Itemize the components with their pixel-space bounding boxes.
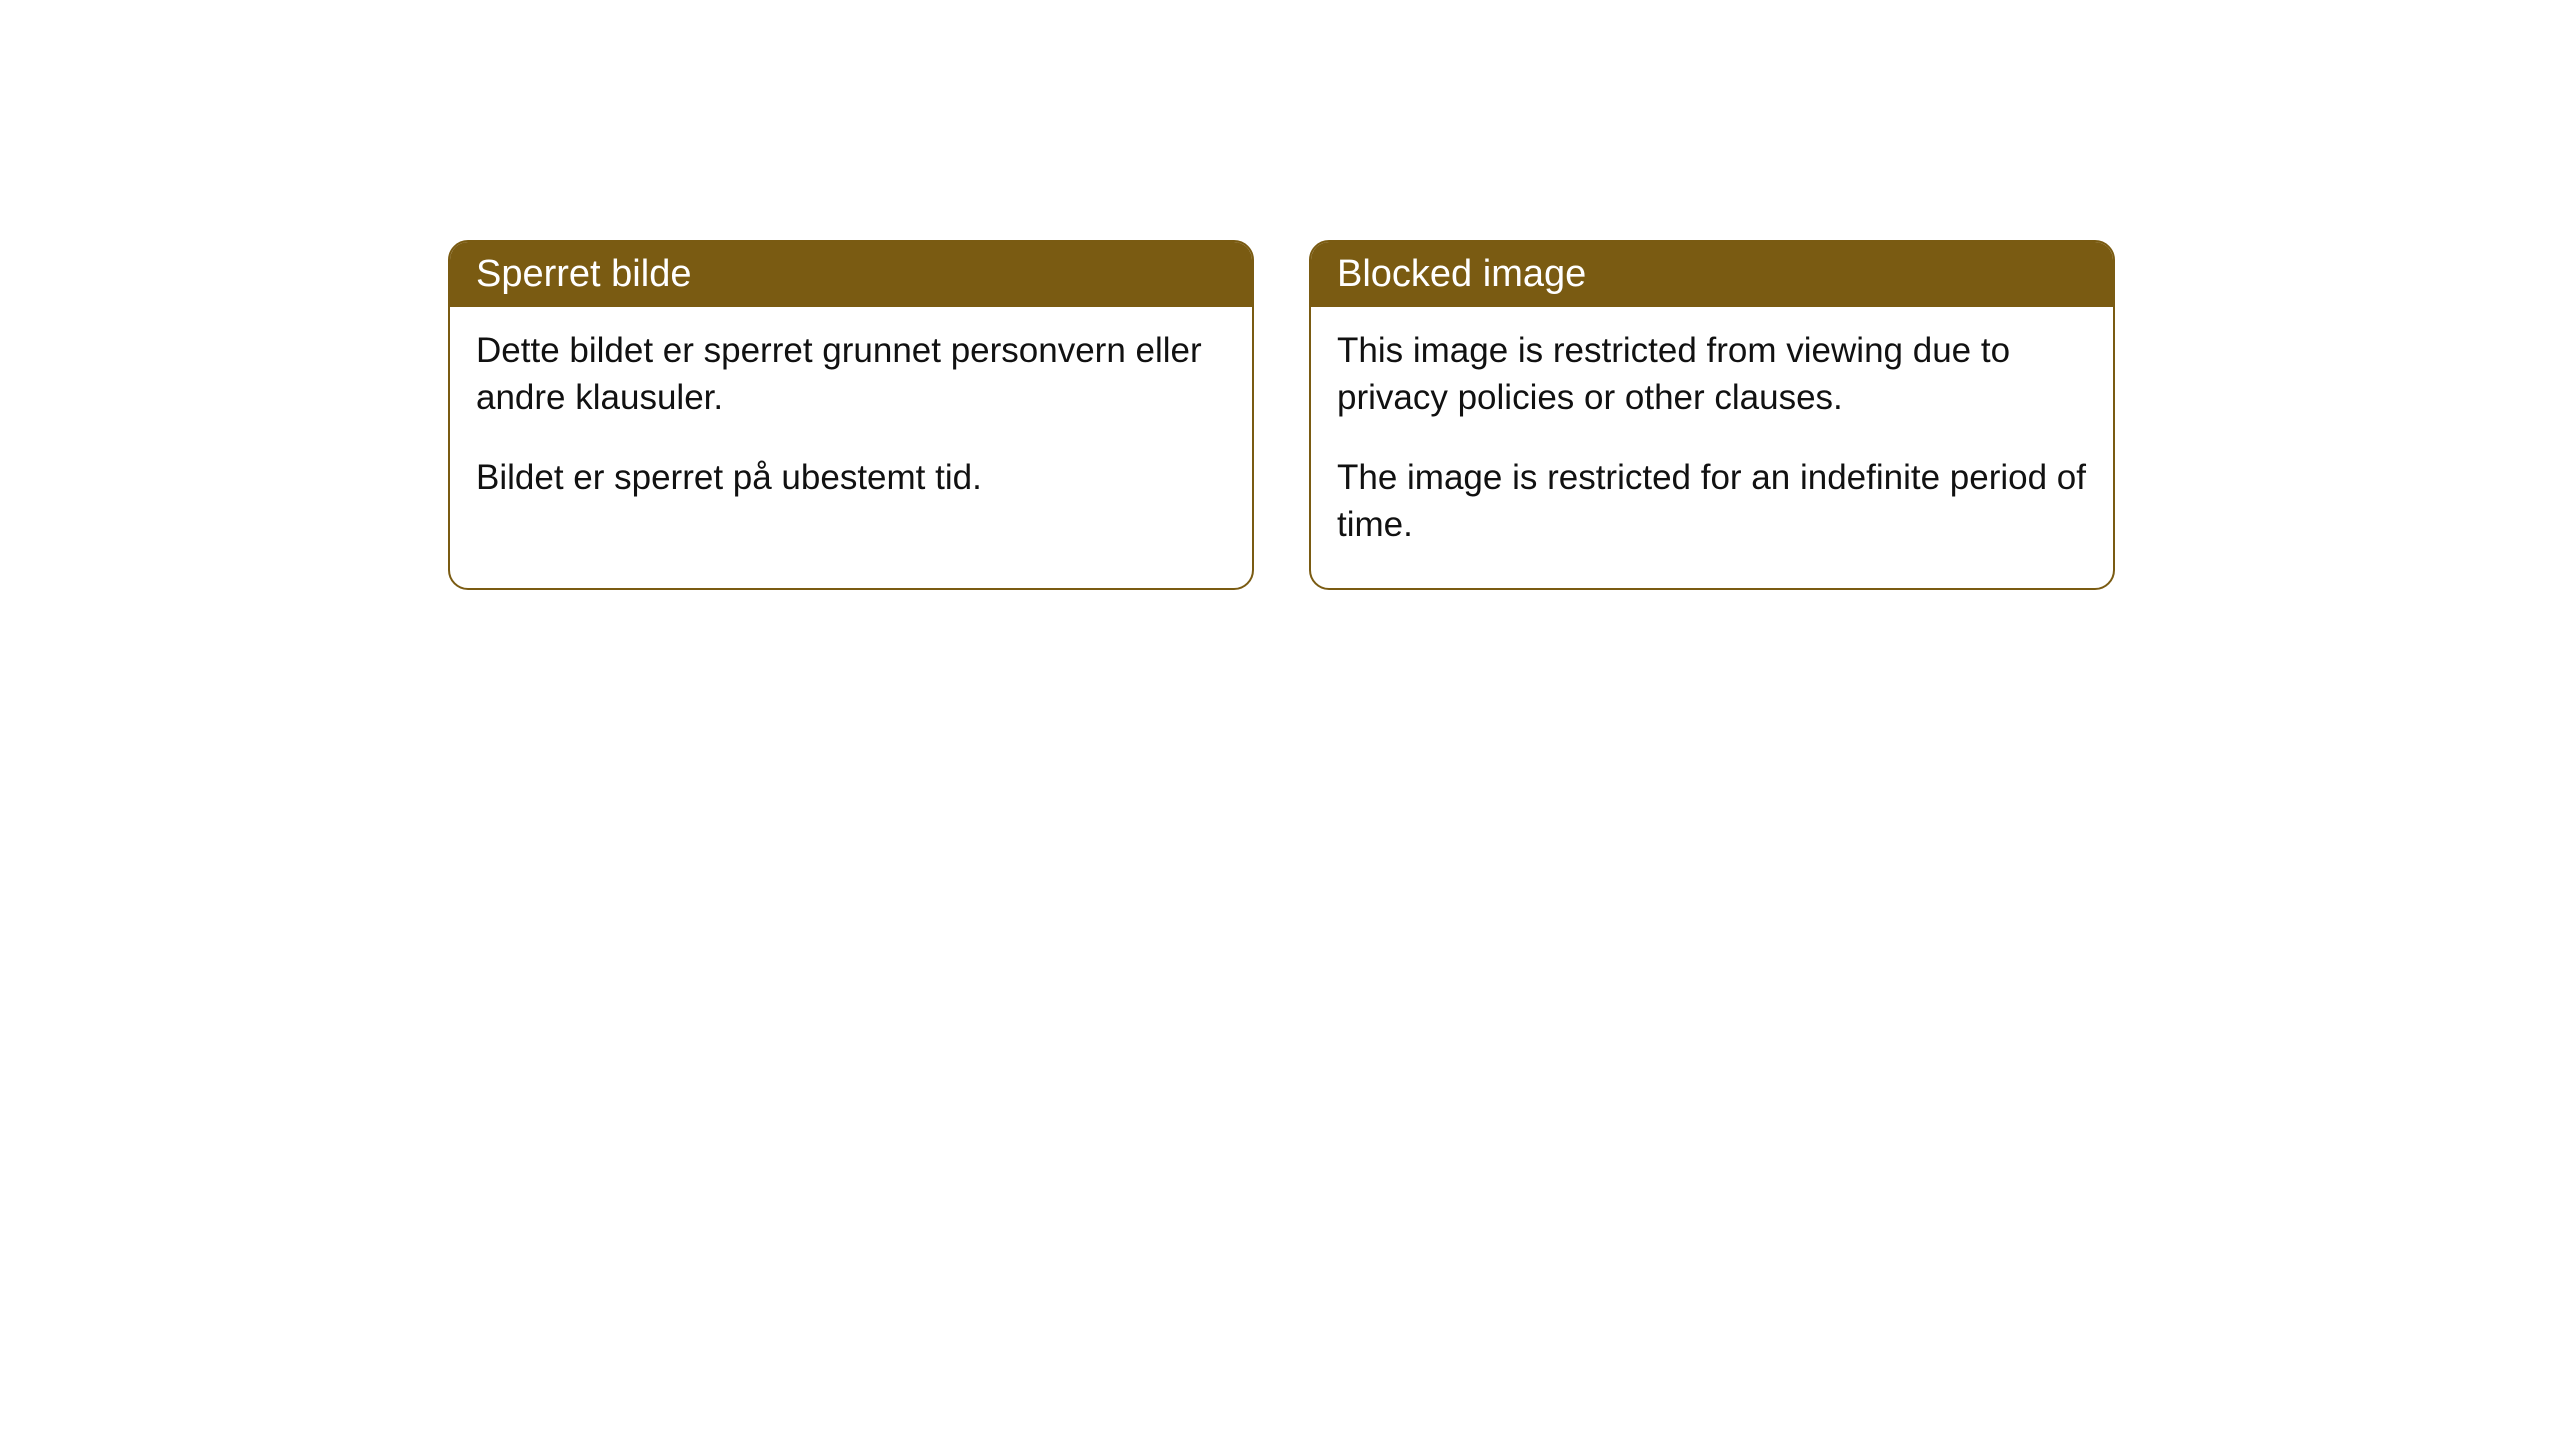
cards-container: Sperret bilde Dette bildet er sperret gr… <box>0 0 2560 590</box>
card-paragraph: Dette bildet er sperret grunnet personve… <box>476 327 1226 422</box>
card-title-norwegian: Sperret bilde <box>450 242 1252 307</box>
card-paragraph: This image is restricted from viewing du… <box>1337 327 2087 422</box>
card-paragraph: Bildet er sperret på ubestemt tid. <box>476 454 1226 501</box>
card-title-english: Blocked image <box>1311 242 2113 307</box>
card-body-english: This image is restricted from viewing du… <box>1311 307 2113 588</box>
card-english: Blocked image This image is restricted f… <box>1309 240 2115 590</box>
card-norwegian: Sperret bilde Dette bildet er sperret gr… <box>448 240 1254 590</box>
card-paragraph: The image is restricted for an indefinit… <box>1337 454 2087 549</box>
card-body-norwegian: Dette bildet er sperret grunnet personve… <box>450 307 1252 541</box>
